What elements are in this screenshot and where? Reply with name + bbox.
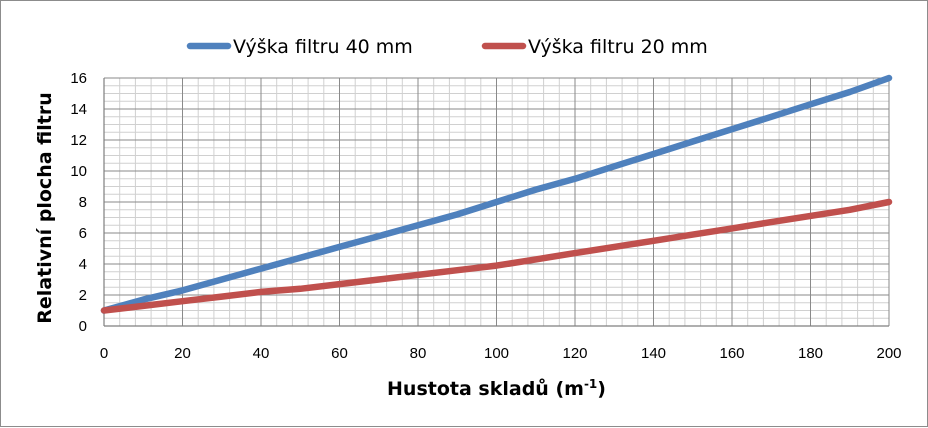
y-tick-label: 2 [79, 287, 87, 304]
x-tick-label: 40 [253, 345, 270, 362]
y-tick-label: 0 [79, 318, 87, 335]
x-tick-label: 20 [174, 345, 191, 362]
y-tick-label: 6 [79, 225, 87, 242]
series-line-1 [100, 74, 893, 314]
series-lines [100, 74, 893, 314]
x-tick-label: 100 [484, 345, 509, 362]
legend-label-1: Výška filtru 40 mm [233, 36, 413, 58]
legend: Výška filtru 40 mm Výška filtru 20 mm [186, 36, 708, 58]
x-tick-label: 120 [562, 345, 587, 362]
x-axis-title-close: ) [597, 378, 606, 400]
y-tick-label: 4 [79, 256, 87, 273]
x-axis-title-main: Hustota skladů (m [387, 377, 584, 400]
y-tick-label: 8 [79, 194, 87, 211]
x-tick-label: 180 [798, 345, 823, 362]
y-tick-label: 10 [70, 163, 87, 180]
x-tick-label: 60 [331, 345, 348, 362]
y-tick-labels: 0 2 4 6 8 10 12 14 16 [70, 70, 87, 335]
y-tick-label: 12 [70, 132, 87, 149]
x-tick-label: 80 [410, 345, 427, 362]
x-axis-title: Hustota skladů (m-1) [387, 377, 606, 400]
y-tick-label: 14 [70, 101, 87, 118]
x-tick-label: 200 [876, 345, 901, 362]
series-line-2 [100, 198, 893, 314]
x-tick-label: 140 [641, 345, 666, 362]
x-tick-label: 160 [719, 345, 744, 362]
y-tick-label: 16 [70, 70, 87, 87]
x-tick-labels: 0 20 40 60 80 100 120 140 160 180 200 [100, 345, 902, 362]
x-tick-label: 0 [100, 345, 108, 362]
legend-label-2: Výška filtru 20 mm [528, 36, 708, 58]
y-axis-title: Relativní plocha filtru [34, 92, 56, 323]
axes [103, 78, 889, 327]
x-axis-title-superscript: -1 [584, 377, 597, 391]
